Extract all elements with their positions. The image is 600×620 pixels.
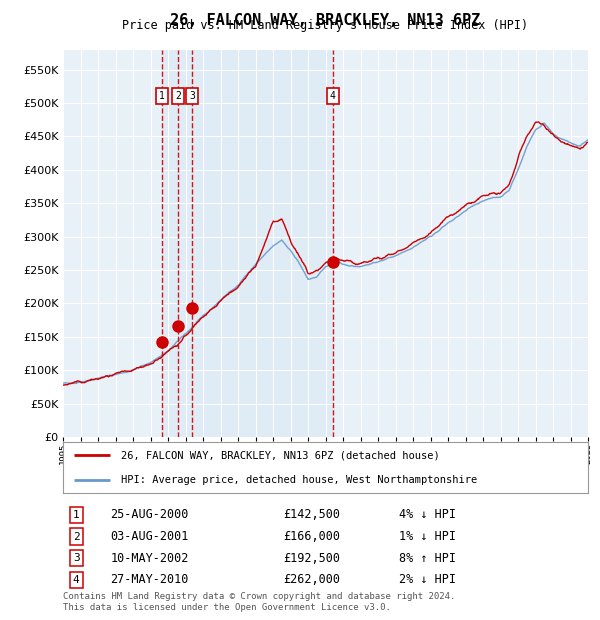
Text: 2% ↓ HPI: 2% ↓ HPI — [399, 574, 456, 587]
Text: HPI: Average price, detached house, West Northamptonshire: HPI: Average price, detached house, West… — [121, 475, 477, 485]
Text: 1: 1 — [159, 91, 165, 101]
Text: 03-AUG-2001: 03-AUG-2001 — [110, 530, 188, 543]
Text: 25-AUG-2000: 25-AUG-2000 — [110, 508, 188, 521]
Text: 2: 2 — [73, 531, 79, 541]
Bar — [162, 50, 332, 437]
Text: 10-MAY-2002: 10-MAY-2002 — [110, 552, 188, 565]
Text: 1: 1 — [73, 510, 79, 520]
Text: 4% ↓ HPI: 4% ↓ HPI — [399, 508, 456, 521]
Text: 27-MAY-2010: 27-MAY-2010 — [110, 574, 188, 587]
Text: 3: 3 — [73, 553, 79, 563]
Text: 8% ↑ HPI: 8% ↑ HPI — [399, 552, 456, 565]
Text: £192,500: £192,500 — [284, 552, 341, 565]
Text: Contains HM Land Registry data © Crown copyright and database right 2024.
This d: Contains HM Land Registry data © Crown c… — [63, 592, 455, 611]
Text: £166,000: £166,000 — [284, 530, 341, 543]
Text: 1% ↓ HPI: 1% ↓ HPI — [399, 530, 456, 543]
Text: 4: 4 — [330, 91, 335, 101]
Text: £142,500: £142,500 — [284, 508, 341, 521]
Text: 2: 2 — [175, 91, 181, 101]
Text: 3: 3 — [189, 91, 195, 101]
Text: 26, FALCON WAY, BRACKLEY, NN13 6PZ (detached house): 26, FALCON WAY, BRACKLEY, NN13 6PZ (deta… — [121, 450, 439, 460]
Text: Price paid vs. HM Land Registry's House Price Index (HPI): Price paid vs. HM Land Registry's House … — [122, 19, 529, 32]
Title: 26, FALCON WAY, BRACKLEY, NN13 6PZ: 26, FALCON WAY, BRACKLEY, NN13 6PZ — [170, 12, 481, 28]
Text: 4: 4 — [73, 575, 79, 585]
Text: £262,000: £262,000 — [284, 574, 341, 587]
